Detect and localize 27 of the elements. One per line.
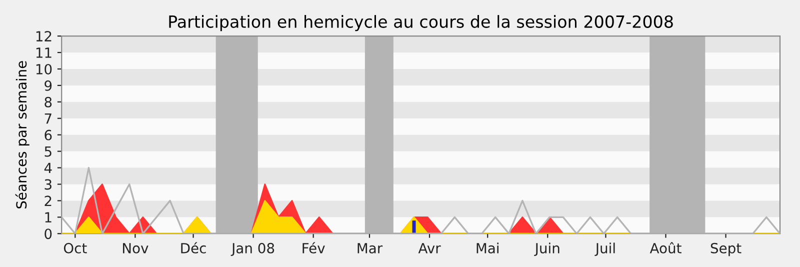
x-tick-label: Oct xyxy=(64,242,87,254)
x-tick-label: Jan 08 xyxy=(230,242,274,256)
y-tick-label: 1 xyxy=(45,212,52,222)
x-tick-label: Sept xyxy=(710,242,742,256)
x-tick-label: Avr xyxy=(418,243,441,254)
y-tick-label: 10 xyxy=(36,64,52,74)
x-tick-label: Mai xyxy=(476,242,498,254)
x-tick-label: Fév xyxy=(302,242,325,254)
chart-title: Participation en hemicycle au cours de la session 2007-2008 xyxy=(169,15,673,32)
y-tick-label: 5 xyxy=(44,146,52,157)
x-tick-label: Juil xyxy=(594,242,615,256)
x-tick-label: Août xyxy=(650,242,682,254)
y-tick-label: 8 xyxy=(44,96,52,108)
y-tick-label: 4 xyxy=(44,162,52,174)
y-tick-label: 9 xyxy=(44,80,52,91)
y-tick-label: 0 xyxy=(44,228,52,240)
y-axis-title: Séances par semaine xyxy=(15,61,30,208)
y-tick-label: 11 xyxy=(36,48,52,58)
x-tick-label: Juin xyxy=(534,242,560,256)
x-tick-label: Mar xyxy=(358,243,383,254)
y-tick-label: 12 xyxy=(36,31,52,42)
y-tick-label: 6 xyxy=(44,130,52,140)
y-tick-label: 2 xyxy=(44,196,52,206)
y-tick-label: 3 xyxy=(44,179,52,190)
x-tick-label: Déc xyxy=(181,242,206,254)
y-tick-label: 7 xyxy=(44,114,52,124)
x-tick-label: Nov xyxy=(122,243,148,254)
